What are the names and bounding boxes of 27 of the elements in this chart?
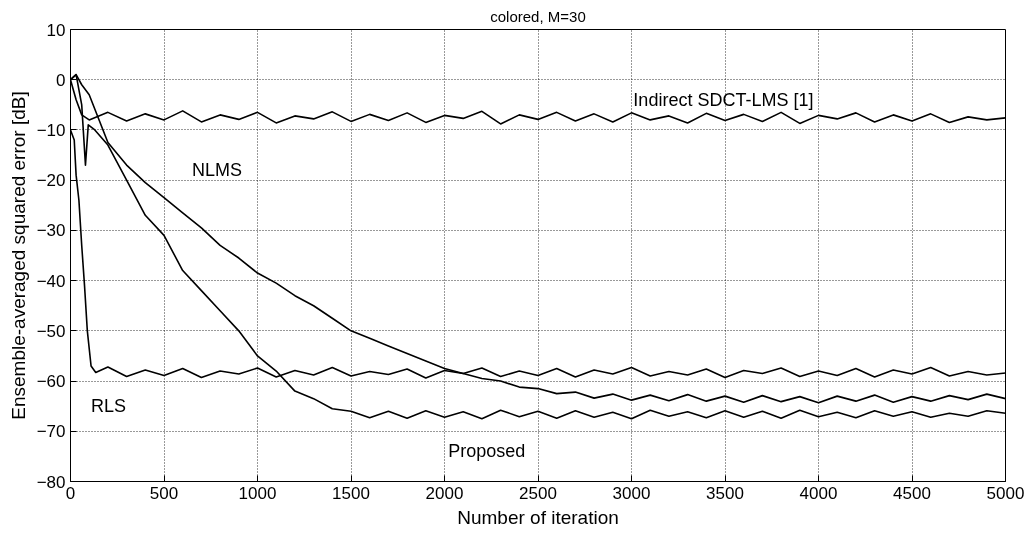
- x-tick-label: 1000: [238, 483, 277, 503]
- x-tick-label: 500: [149, 483, 179, 503]
- y-tick-label: −50: [36, 321, 66, 341]
- y-tick-label: 0: [56, 70, 66, 90]
- x-tick-label: 4000: [799, 483, 838, 503]
- series-label: NLMS: [192, 160, 243, 181]
- y-tick-label: 10: [46, 20, 66, 40]
- x-tick-label: 3000: [612, 483, 651, 503]
- x-tick-label: 4500: [893, 483, 931, 503]
- y-axis-title: Ensemble-averaged squared error [dB]: [7, 91, 29, 420]
- y-tick-label: −60: [36, 372, 66, 392]
- x-axis-title: Number of iteration: [457, 506, 619, 528]
- y-tick-label: −70: [36, 422, 66, 442]
- x-tick-label: 5000: [986, 483, 1025, 503]
- x-tick-label: 1500: [332, 483, 370, 503]
- y-tick-label: −10: [36, 120, 66, 140]
- chart-title: colored, M=30: [490, 7, 586, 25]
- x-tick-label: 2500: [519, 483, 557, 503]
- series-label: Indirect SDCT-LMS [1]: [633, 89, 814, 110]
- y-tick-label: −40: [36, 271, 66, 291]
- x-tick-label: 3500: [706, 483, 744, 503]
- series-label: Proposed: [448, 441, 526, 462]
- y-tick-label: −80: [36, 472, 66, 492]
- y-tick-label: −20: [36, 171, 66, 191]
- series-label: RLS: [91, 396, 127, 417]
- x-tick-label: 2000: [425, 483, 464, 503]
- y-tick-label: −30: [36, 221, 66, 241]
